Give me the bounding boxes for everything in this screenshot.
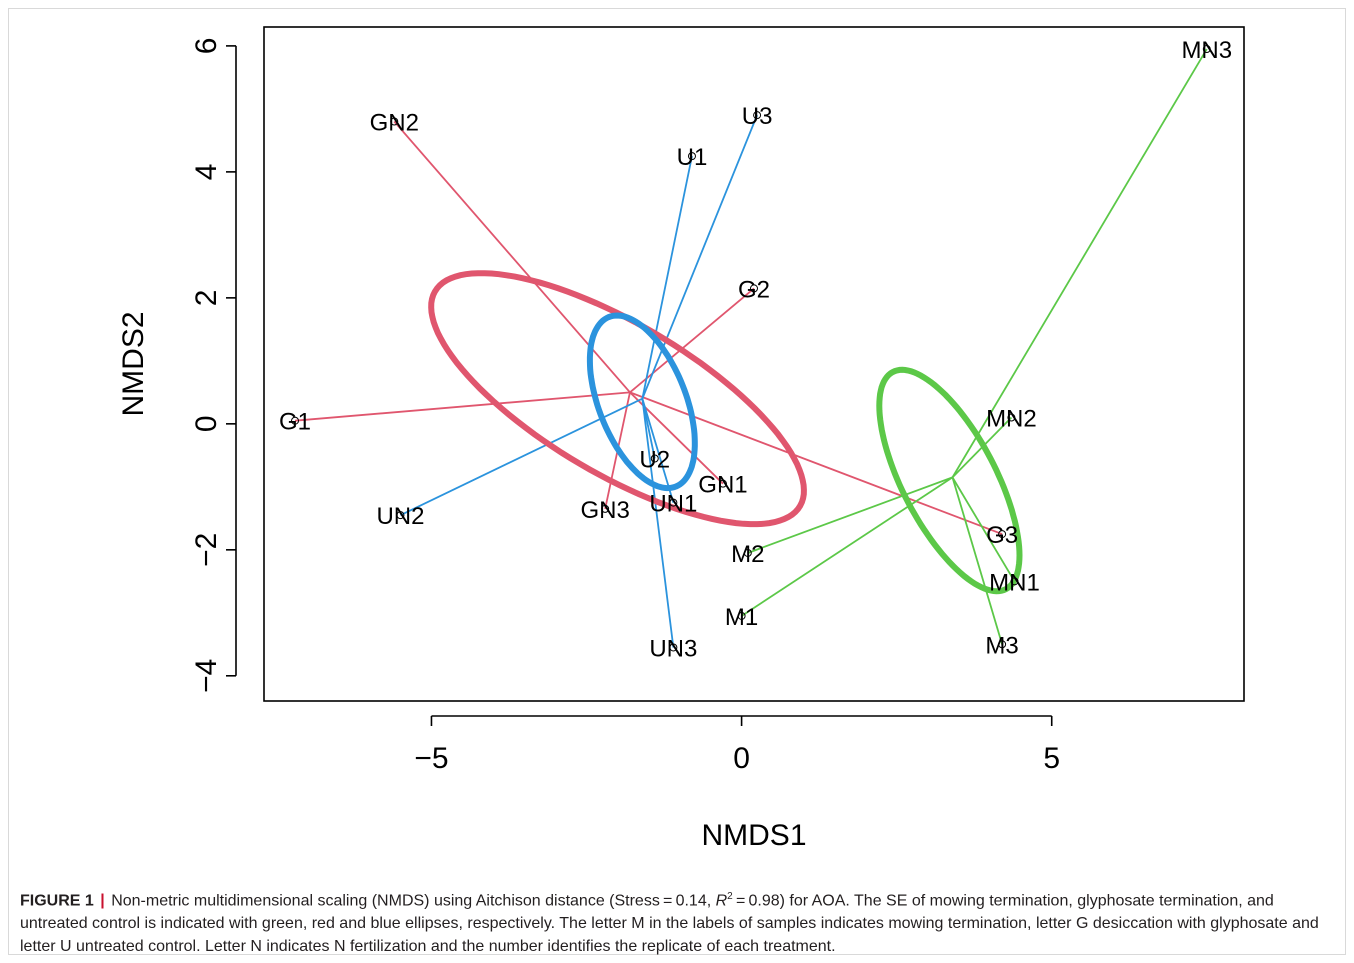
spider-line-un3 (641, 398, 675, 648)
label-m3: M3 (985, 632, 1018, 659)
spider-line-g1 (294, 391, 631, 422)
y-tick-label: 0 (190, 415, 223, 432)
point-u2 (650, 454, 659, 463)
spider-line-u1 (641, 155, 693, 399)
point-gn1 (718, 479, 727, 488)
y-axis: −4 −2 0 2 4 6 (190, 38, 237, 693)
spider-line-mn1 (951, 476, 1016, 582)
point-gn3 (601, 504, 610, 513)
ellipse-series-1 (586, 312, 698, 492)
point-m2 (743, 548, 752, 557)
spider-line-mn3 (951, 48, 1208, 478)
label-mn2: MN2 (986, 406, 1037, 433)
label-g1: G1 (279, 409, 311, 436)
plot-box (263, 26, 1245, 702)
x-tick-label: 5 (1043, 742, 1060, 775)
point-un1 (669, 498, 678, 507)
ellipse-series-2 (876, 366, 1023, 595)
spider-line-m3 (951, 477, 1003, 645)
spider-line-g2 (629, 287, 755, 394)
se-ellipses (428, 270, 1023, 595)
point-m1 (737, 611, 746, 620)
point-m3 (998, 640, 1007, 649)
point-un2 (396, 511, 405, 520)
caption-text-1: Non-metric multidimensional scaling (NMD… (111, 892, 716, 910)
spider-line-m2 (747, 476, 953, 554)
label-u1: U1 (677, 144, 708, 171)
spider-line-m1 (741, 476, 953, 617)
label-u3: U3 (742, 103, 773, 130)
point-gn2 (390, 117, 399, 126)
point-mn3 (1202, 45, 1211, 54)
point-u1 (687, 152, 696, 161)
label-un2: UN2 (376, 503, 424, 530)
figure-label: FIGURE 1 (20, 892, 94, 910)
label-gn2: GN2 (370, 109, 419, 136)
x-tick-label: −5 (414, 742, 448, 775)
x-tick-label: 0 (733, 742, 750, 775)
label-g2: G2 (738, 276, 770, 303)
sample-labels: G1 G2 G3 GN1 GN2 GN3 U1 U2 U3 UN1 UN2 UN3 M1 M2 M3 MN1 M… (279, 37, 1232, 662)
y-tick-label: −4 (190, 659, 223, 693)
point-g2 (750, 284, 758, 293)
x-axis-label: NMDS1 (701, 819, 806, 852)
ellipse-series-0 (428, 270, 807, 528)
x-axis: −5 0 5 (414, 715, 1060, 775)
label-m1: M1 (725, 604, 758, 631)
point-g1 (291, 416, 300, 425)
r-squared-symbol: R (715, 892, 728, 910)
y-tick-label: 2 (190, 290, 223, 307)
point-u3 (753, 111, 762, 120)
label-un1: UN1 (649, 491, 697, 518)
label-un3: UN3 (649, 635, 697, 662)
spider-line-gn2 (393, 120, 631, 393)
label-gn3: GN3 (580, 497, 629, 524)
figure-caption: FIGURE 1 | Non-metric multidimensional s… (20, 885, 1330, 958)
figure-frame (8, 8, 1346, 955)
point-mn1 (1010, 577, 1019, 586)
caption-text-2: = 0.98) for AOA. The SE of mowing termin… (20, 892, 1319, 956)
label-mn3: MN3 (1181, 37, 1232, 64)
label-g3: G3 (986, 522, 1018, 549)
label-m2: M2 (731, 541, 764, 568)
point-un3 (669, 643, 678, 652)
caption-separator: | (100, 892, 105, 910)
sample-points (291, 45, 1211, 652)
y-tick-label: 6 (190, 38, 223, 55)
point-mn2 (1007, 413, 1016, 422)
point-g3 (998, 530, 1007, 539)
nmds-plot: G1 G2 G3 GN1 GN2 GN3 U1 U2 U3 UN1 UN2 UN3 M1 M2 M3 MN1 M… (117, 26, 1245, 852)
label-u2: U2 (639, 446, 670, 473)
y-axis-label: NMDS2 (117, 311, 150, 416)
label-mn1: MN1 (989, 569, 1040, 596)
y-tick-label: −2 (190, 533, 223, 567)
label-gn1: GN1 (698, 472, 747, 499)
y-tick-label: 4 (190, 164, 223, 181)
r-squared-exponent: 2 (727, 891, 733, 902)
